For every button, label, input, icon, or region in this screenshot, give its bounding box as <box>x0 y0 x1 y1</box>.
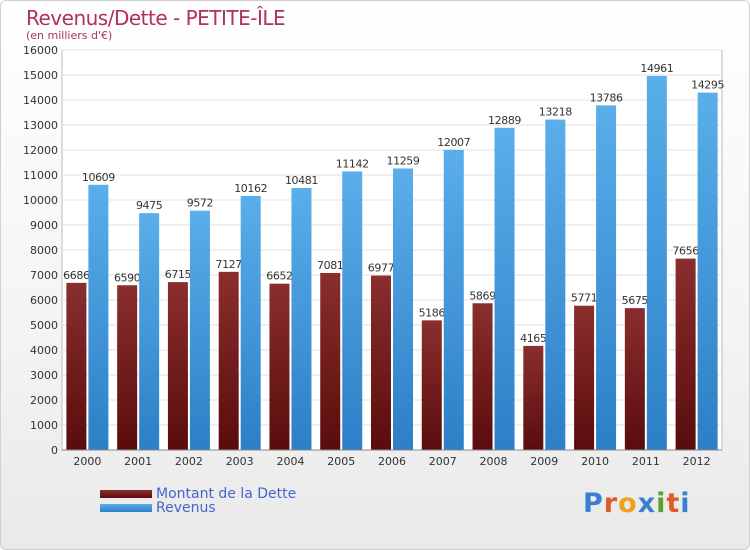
y-tick-label: 1000 <box>30 419 58 432</box>
bar-revenus <box>443 149 464 450</box>
y-tick-label: 10000 <box>23 194 58 207</box>
proxiti-logo: Proxiti <box>583 488 691 519</box>
bar-dette <box>574 305 595 450</box>
x-tick-label: 2003 <box>226 455 254 468</box>
y-tick-label: 7000 <box>30 269 58 282</box>
data-label: 4165 <box>520 332 547 345</box>
legend-label-dette: Montant de la Dette <box>156 486 297 502</box>
x-tick-label: 2012 <box>683 455 711 468</box>
y-tick-label: 16000 <box>23 44 58 57</box>
data-label: 11142 <box>336 157 369 170</box>
data-label: 12007 <box>437 136 470 149</box>
y-tick-label: 4000 <box>30 344 58 357</box>
legend-label-revenus: Revenus <box>156 500 216 516</box>
bar-dette <box>117 285 138 450</box>
legend-swatch-dette <box>100 490 152 498</box>
data-label: 6977 <box>368 262 395 275</box>
bar-dette <box>167 282 188 450</box>
data-label: 5675 <box>622 294 649 307</box>
y-tick-label: 9000 <box>30 219 58 232</box>
data-label: 7127 <box>215 258 242 271</box>
y-tick-label: 13000 <box>23 119 58 132</box>
bar-revenus <box>139 213 160 450</box>
x-tick-label: 2009 <box>530 455 558 468</box>
x-tick-label: 2001 <box>124 455 152 468</box>
x-tick-label: 2002 <box>175 455 203 468</box>
bar-dette <box>218 271 239 450</box>
data-label: 6652 <box>266 270 292 283</box>
y-tick-label: 8000 <box>30 244 58 257</box>
x-tick-label: 2000 <box>73 455 101 468</box>
x-tick-label: 2008 <box>480 455 508 468</box>
bar-revenus <box>393 168 413 450</box>
x-tick-label: 2011 <box>632 455 660 468</box>
legend-swatch-revenus <box>100 504 152 512</box>
chart-title: Revenus/Dette - PETITE-ÎLE <box>26 6 286 30</box>
y-tick-label: 0 <box>51 444 58 457</box>
bar-revenus <box>545 119 566 451</box>
bar-revenus <box>342 171 363 450</box>
bar-dette <box>523 345 544 450</box>
bar-revenus <box>596 105 617 450</box>
x-tick-label: 2006 <box>378 455 406 468</box>
x-tick-label: 2005 <box>327 455 355 468</box>
logo-letter: t <box>666 488 681 519</box>
data-label: 10609 <box>82 171 115 184</box>
data-label: 7081 <box>317 259 343 272</box>
bar-revenus <box>291 187 312 450</box>
data-label: 6715 <box>165 268 192 281</box>
y-tick-label: 6000 <box>30 294 58 307</box>
bar-revenus <box>88 184 109 450</box>
bar-revenus <box>240 195 261 450</box>
data-label: 6590 <box>114 271 141 284</box>
x-tick-label: 2010 <box>581 455 609 468</box>
x-tick-label: 2007 <box>429 455 457 468</box>
y-tick-label: 15000 <box>23 69 58 82</box>
y-tick-label: 12000 <box>23 144 58 157</box>
data-label: 14295 <box>691 79 724 92</box>
logo-letter: P <box>583 488 604 519</box>
logo-letter: i <box>656 488 667 519</box>
bar-dette <box>624 308 645 450</box>
y-tick-label: 11000 <box>23 169 58 182</box>
data-label: 13786 <box>590 91 623 104</box>
bar-dette <box>472 303 493 450</box>
data-label: 10162 <box>234 182 267 195</box>
data-label: 7656 <box>672 245 699 258</box>
bar-revenus <box>697 92 718 450</box>
logo-letter: o <box>618 488 638 519</box>
bar-dette <box>269 283 290 450</box>
data-label: 5186 <box>419 306 446 319</box>
data-label: 11259 <box>387 155 420 168</box>
chart-subtitle: (en milliers d'€) <box>26 29 113 42</box>
data-label: 9572 <box>187 197 213 210</box>
data-label: 5869 <box>469 289 496 302</box>
bar-dette <box>320 272 341 450</box>
data-label: 10481 <box>285 174 318 187</box>
bar-dette <box>371 275 391 450</box>
y-tick-label: 14000 <box>23 94 58 107</box>
data-label: 5771 <box>571 292 597 305</box>
data-label: 14961 <box>640 62 673 75</box>
bar-revenus <box>494 127 515 451</box>
y-tick-label: 3000 <box>30 369 58 382</box>
bar-dette <box>421 320 442 450</box>
bar-revenus <box>189 210 210 450</box>
logo-letter: i <box>680 488 691 519</box>
x-tick-label: 2004 <box>276 455 304 468</box>
bar-revenus <box>646 75 667 450</box>
bar-dette <box>66 282 87 450</box>
logo-letter: x <box>637 488 657 519</box>
logo-letter: r <box>603 488 619 519</box>
data-label: 6686 <box>63 269 90 282</box>
data-label: 13218 <box>539 106 572 119</box>
data-label: 9475 <box>136 199 163 212</box>
y-tick-label: 5000 <box>30 319 58 332</box>
data-label: 12889 <box>488 114 521 127</box>
bar-dette <box>675 258 696 450</box>
y-tick-label: 2000 <box>30 394 58 407</box>
